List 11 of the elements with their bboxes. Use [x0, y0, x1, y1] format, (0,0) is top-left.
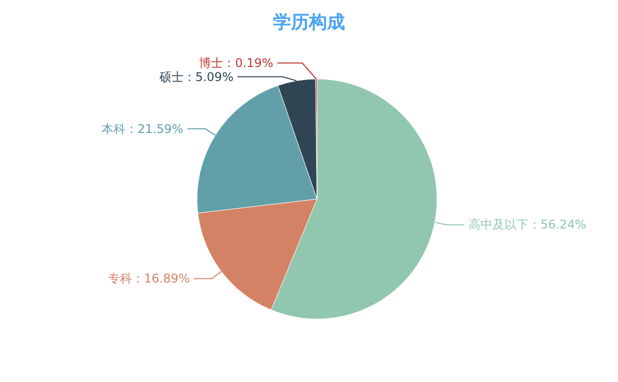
slice-label: 博士 — [199, 56, 224, 70]
data-label: ：0.19% — [223, 56, 274, 70]
slice-label: 高中及以下 — [468, 218, 528, 232]
slice-label: 本科 — [101, 122, 126, 136]
slice-label: 硕士 — [158, 70, 184, 84]
data-label: ：16.89% — [132, 272, 190, 286]
data-label: ：21.59% — [125, 122, 184, 136]
data-label: ：56.24% — [528, 218, 586, 232]
data-label: ：5.09% — [183, 70, 234, 84]
slice-label: 专科 — [108, 272, 132, 286]
chart-title: 学历构成 — [273, 12, 345, 33]
